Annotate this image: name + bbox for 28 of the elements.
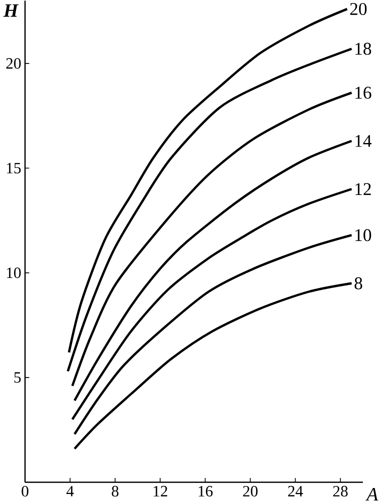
line-series [74,282,353,450]
line-series [71,188,353,421]
line-series [74,140,353,402]
line-series [71,92,353,388]
y-tick-label: 5 [14,372,21,383]
line-series [74,234,353,436]
series-label: 18 [356,42,372,55]
series-label: 16 [356,86,372,99]
y-axis-title: H [4,4,19,17]
y-tick-label: 20 [6,58,21,69]
line-series [68,8,348,354]
y-tick-label: 15 [7,162,21,174]
series-label: 20 [350,2,367,16]
line-series [66,48,353,372]
series-label: 12 [356,183,371,195]
x-tick-label: 20 [243,486,258,497]
series-label: 10 [356,229,372,242]
x-tick-label: 16 [198,486,213,496]
y-tick-label: 10 [7,268,21,278]
x-tick-label: 8 [112,486,119,497]
x-tick-label: 12 [154,486,168,496]
x-axis-title: A [366,488,378,500]
x-tick-label: 4 [66,486,74,496]
series-label: 14 [356,135,372,147]
x-tick-label: 24 [288,486,304,496]
x-tick-label: 28 [333,486,348,497]
x-tick-label: 0 [22,486,29,497]
series-label: 8 [354,277,362,290]
